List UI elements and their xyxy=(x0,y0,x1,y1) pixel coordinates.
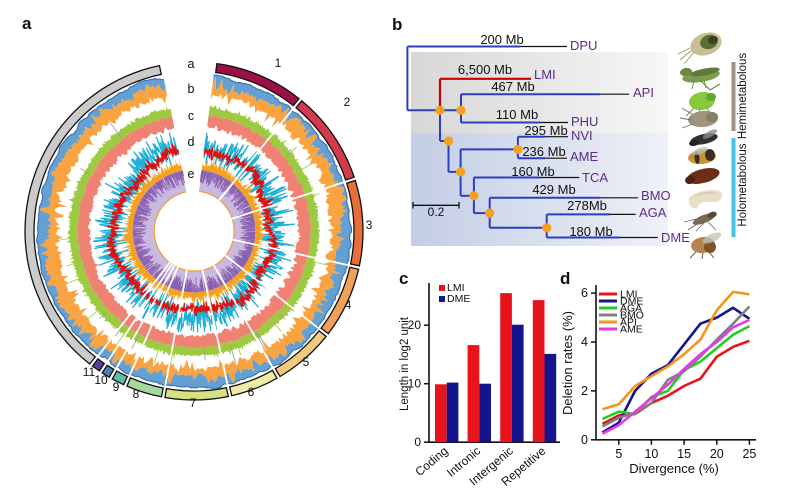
svg-text:4: 4 xyxy=(345,298,352,312)
svg-text:110 Mb: 110 Mb xyxy=(496,107,538,122)
svg-text:e: e xyxy=(188,167,195,181)
svg-text:LMI: LMI xyxy=(534,67,556,82)
svg-text:5: 5 xyxy=(615,447,622,461)
svg-text:9: 9 xyxy=(113,380,120,394)
svg-text:5: 5 xyxy=(303,355,310,369)
svg-text:Hemimetabolous: Hemimetabolous xyxy=(737,53,749,140)
svg-text:TCA: TCA xyxy=(582,170,608,185)
svg-text:20: 20 xyxy=(710,447,724,461)
svg-text:10: 10 xyxy=(644,447,658,461)
svg-text:7: 7 xyxy=(190,396,197,410)
svg-text:6: 6 xyxy=(581,286,588,300)
svg-text:BMO: BMO xyxy=(641,188,671,203)
svg-text:c: c xyxy=(399,269,408,288)
svg-text:AGA: AGA xyxy=(639,205,667,220)
svg-text:6,500 Mb: 6,500 Mb xyxy=(458,62,512,77)
svg-text:d: d xyxy=(560,269,570,288)
svg-text:10: 10 xyxy=(94,373,108,387)
svg-text:200 Mb: 200 Mb xyxy=(480,32,523,47)
svg-text:DME: DME xyxy=(661,230,690,245)
svg-text:Deletion rates (%): Deletion rates (%) xyxy=(560,311,575,415)
svg-text:1: 1 xyxy=(275,56,282,70)
svg-text:NVI: NVI xyxy=(571,128,593,143)
svg-text:278Mb: 278Mb xyxy=(567,198,607,213)
svg-text:2: 2 xyxy=(344,95,351,109)
svg-text:429 Mb: 429 Mb xyxy=(532,182,575,197)
svg-text:0: 0 xyxy=(414,435,421,449)
svg-text:0: 0 xyxy=(581,433,588,447)
svg-text:API: API xyxy=(633,85,654,100)
svg-text:b: b xyxy=(392,15,402,34)
svg-text:11: 11 xyxy=(83,365,96,379)
svg-text:DPU: DPU xyxy=(570,38,597,53)
svg-text:25: 25 xyxy=(742,447,756,461)
svg-text:8: 8 xyxy=(133,387,140,401)
svg-text:467 Mb: 467 Mb xyxy=(491,79,534,94)
svg-text:295 Mb: 295 Mb xyxy=(524,123,567,138)
svg-text:3: 3 xyxy=(366,218,373,232)
svg-text:236 Mb: 236 Mb xyxy=(522,144,565,159)
svg-text:AME: AME xyxy=(570,149,599,164)
svg-text:a: a xyxy=(22,14,32,33)
svg-text:PHU: PHU xyxy=(571,114,598,129)
svg-text:DME: DME xyxy=(447,293,470,305)
svg-text:Divergence (%): Divergence (%) xyxy=(629,461,719,476)
svg-text:6: 6 xyxy=(248,385,255,399)
svg-text:Length in log2 unit: Length in log2 unit xyxy=(399,316,411,411)
svg-text:b: b xyxy=(188,82,195,96)
svg-text:Holometabolous: Holometabolous xyxy=(737,143,749,226)
svg-text:AME: AME xyxy=(620,324,643,336)
svg-text:15: 15 xyxy=(677,447,691,461)
svg-text:180 Mb: 180 Mb xyxy=(569,224,612,239)
svg-text:160 Mb: 160 Mb xyxy=(511,164,554,179)
svg-text:4: 4 xyxy=(581,335,588,349)
svg-text:a: a xyxy=(188,57,195,71)
svg-text:0.2: 0.2 xyxy=(428,205,445,219)
svg-text:c: c xyxy=(188,109,194,123)
svg-text:2: 2 xyxy=(581,384,588,398)
svg-text:d: d xyxy=(188,135,195,149)
